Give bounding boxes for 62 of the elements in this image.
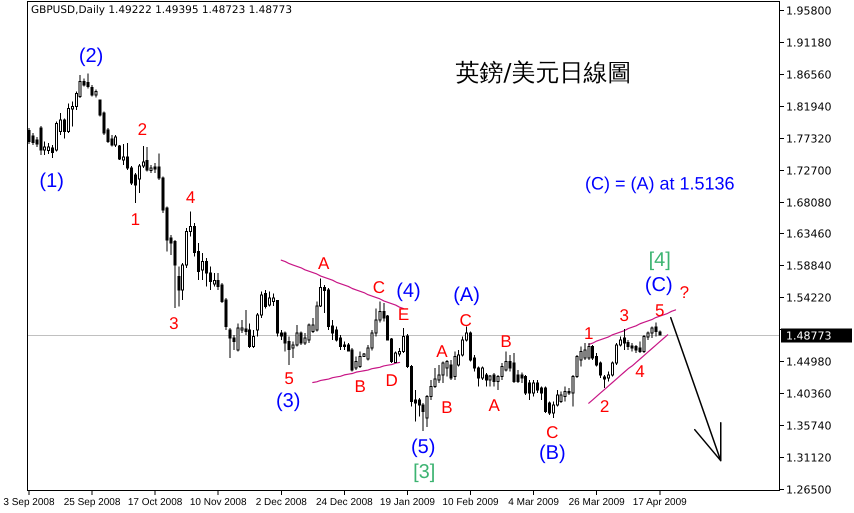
annotation: B — [354, 376, 366, 396]
annotation: B — [500, 332, 512, 351]
annotation: (5) — [410, 436, 436, 458]
y-tick-label: 1.63460 — [786, 227, 832, 240]
annotation: 4 — [186, 188, 196, 207]
x-tick-label: 2 Dec 2008 — [256, 497, 308, 508]
annotation: (3) — [276, 390, 300, 412]
annotation: (A) — [453, 284, 480, 306]
annotation: 5 — [284, 368, 294, 388]
chart-subtitle: GBPUSD,Daily 1.49222 1.49395 1.48723 1.48773 — [31, 4, 292, 16]
y-tick-label: 1.81940 — [786, 100, 832, 114]
annotation: (B) — [538, 442, 566, 464]
x-tick-label: 10 Feb 2009 — [442, 497, 500, 508]
y-tick-label: 1.54220 — [786, 291, 832, 304]
y-tick-label: 1.40360 — [786, 387, 832, 400]
annotation: C — [372, 278, 385, 297]
annotation: B — [441, 398, 453, 417]
annotation: 3 — [620, 306, 630, 325]
annotation: ? — [680, 282, 690, 302]
y-tick-label: 1.77320 — [786, 132, 832, 146]
y-tick-label: 1.72700 — [786, 164, 832, 178]
annotation: 4 — [635, 362, 645, 381]
annotation: (2) — [78, 45, 104, 67]
annotation: D — [386, 370, 398, 390]
annotation: A — [488, 396, 501, 415]
annotation: A — [318, 254, 330, 273]
x-tick-label: 17 Apr 2009 — [632, 497, 688, 508]
ref-line-label: 1.48773 — [786, 329, 832, 342]
y-tick-label: 1.35740 — [786, 419, 832, 432]
y-tick-label: 1.31120 — [786, 451, 832, 464]
y-tick-label: 1.91180 — [786, 36, 832, 50]
x-tick-label: 19 Jan 2009 — [380, 497, 436, 508]
y-tick-label: 1.44980 — [786, 355, 832, 368]
y-tick-label: 1.95800 — [786, 4, 832, 18]
annotation: E — [398, 304, 410, 324]
annotation: [3] — [413, 461, 436, 483]
x-tick-label: 10 Nov 2008 — [190, 497, 247, 508]
y-tick-label: 1.58840 — [786, 259, 832, 272]
annotation: 3 — [169, 314, 179, 333]
y-tick-label: 1.68080 — [786, 196, 832, 210]
text: 英鎊/美元日線圖 — [455, 58, 632, 86]
x-tick-label: 3 Sep 2008 — [3, 497, 55, 508]
x-tick-label: 4 Mar 2009 — [508, 497, 560, 508]
x-tick-label: 25 Sep 2008 — [64, 497, 121, 508]
annotation: [4] — [648, 249, 671, 271]
annotation: 2 — [138, 120, 148, 139]
annotation: C — [546, 422, 558, 442]
annotation: 1 — [584, 324, 594, 343]
y-tick-label: 1.26500 — [786, 483, 832, 496]
x-tick-label: 24 Dec 2008 — [316, 497, 374, 508]
annotation: (4) — [396, 280, 421, 302]
annotation: C — [459, 310, 472, 330]
annotation: (C) = (A) at 1.5136 — [584, 173, 735, 194]
x-tick-label: 17 Oct 2008 — [128, 497, 183, 508]
annotation: (1) — [39, 170, 64, 192]
annotation: A — [436, 342, 448, 361]
annotation: (C) — [644, 274, 673, 296]
annotation: 1 — [130, 210, 140, 229]
y-tick-label: 1.86560 — [786, 68, 832, 82]
annotation: 2 — [600, 396, 610, 416]
x-tick-label: 26 Mar 2009 — [568, 497, 626, 508]
annotation: 5 — [655, 300, 664, 320]
